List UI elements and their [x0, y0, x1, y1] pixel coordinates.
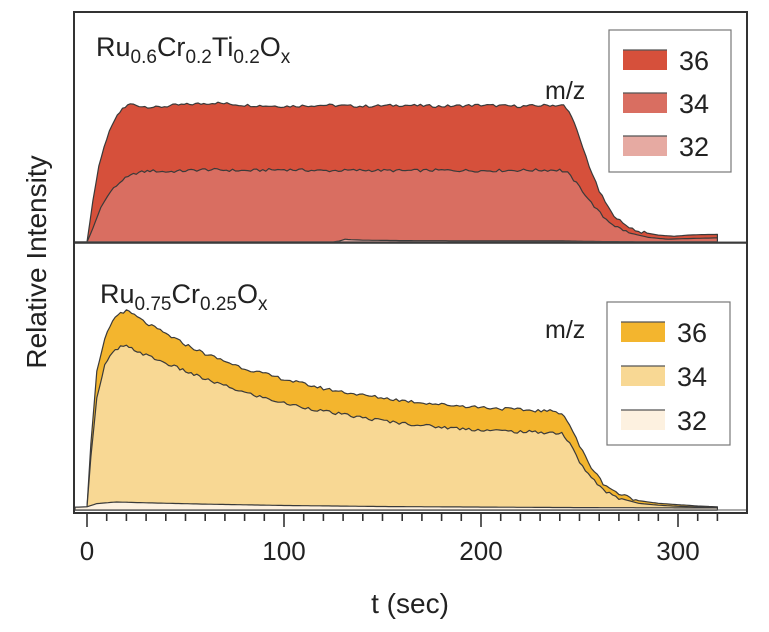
- legend-label-mz-32: 32: [677, 406, 707, 436]
- legend-label-mz-32: 32: [679, 132, 709, 162]
- title-sub-ru: 0.6: [131, 47, 157, 68]
- legend-swatch-mz-34: [623, 93, 667, 113]
- area-series-mz-34: [74, 344, 718, 511]
- title-sub-o: x: [281, 47, 291, 68]
- title-sub-ti: 0.2: [233, 47, 259, 68]
- bottom-legend: 36 34 32: [606, 301, 731, 446]
- x-axis-title: t (sec): [371, 588, 449, 619]
- title-sub-ru: 0.75: [135, 294, 172, 315]
- title-ru: Ru: [96, 32, 131, 62]
- top-panel-title: Ru0.6Cr0.2Ti0.2Ox: [96, 32, 291, 68]
- title-ru: Ru: [100, 279, 135, 309]
- legend-swatch-mz-32: [621, 410, 665, 430]
- legend-label-mz-36: 36: [679, 46, 709, 76]
- title-cr: Cr: [157, 32, 186, 62]
- x-tick-label: 0: [80, 536, 94, 566]
- title-sub-o: x: [258, 294, 268, 315]
- x-tick-label: 200: [459, 536, 502, 566]
- legend-swatch-mz-36: [621, 322, 665, 342]
- legend-label-mz-34: 34: [677, 362, 707, 392]
- plot-frame: [73, 11, 748, 514]
- top-legend: 36 34 32: [608, 29, 732, 173]
- area-series-mz-34: [74, 167, 718, 243]
- panel-bottom: Ru0.75Cr0.25Ox m/z 36 34 32: [74, 279, 747, 511]
- title-cr: Cr: [172, 279, 201, 309]
- bottom-legend-title: m/z: [545, 316, 585, 344]
- y-axis-title: Relative Intensity: [21, 155, 52, 368]
- legend-label-mz-36: 36: [677, 318, 707, 348]
- area-series-mz-32: [74, 501, 718, 511]
- legend-swatch-mz-34: [621, 366, 665, 386]
- title-sub-cr: 0.2: [185, 47, 211, 68]
- x-tick-label: 300: [656, 536, 699, 566]
- title-ti: Ti: [212, 32, 234, 62]
- title-o: O: [260, 32, 281, 62]
- axes-frame: [73, 11, 748, 514]
- legend-swatch-mz-36: [623, 50, 667, 70]
- top-area-series: [74, 101, 747, 243]
- title-o: O: [237, 279, 258, 309]
- top-legend-title: m/z: [545, 77, 585, 105]
- bottom-area-series: [74, 309, 747, 511]
- x-axis: 0 100 200 300: [80, 513, 719, 566]
- legend-swatch-mz-32: [623, 136, 667, 156]
- bottom-panel-title: Ru0.75Cr0.25Ox: [100, 279, 268, 315]
- title-sub-cr: 0.25: [200, 294, 237, 315]
- legend-label-mz-34: 34: [679, 89, 709, 119]
- x-tick-label: 100: [262, 536, 305, 566]
